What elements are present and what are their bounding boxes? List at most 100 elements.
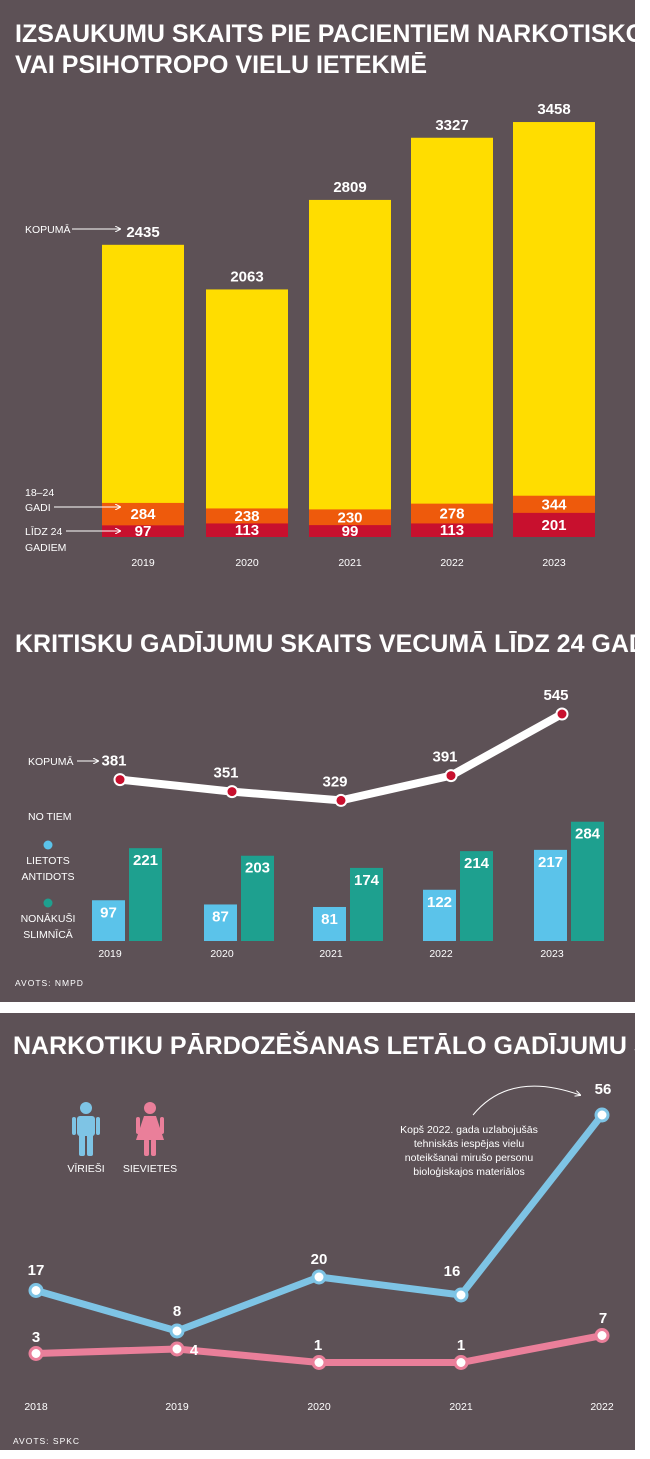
annotation-line3: noteikšanai mirušo personu: [405, 1152, 534, 1164]
bar-died-2019: [129, 848, 162, 941]
annotation-line4: bioloģiskajos materiālos: [413, 1165, 524, 1178]
men-point-2022: [594, 1107, 610, 1123]
total-point-2020: [225, 785, 239, 799]
bar-antidote-2020: [204, 904, 237, 941]
total-label-2023: 545: [543, 687, 568, 704]
men-point-2021: [453, 1287, 469, 1303]
x-tick-c3-2021: 2021: [449, 1401, 473, 1413]
men-label-2021: 16: [444, 1263, 461, 1280]
label-died-2023: 284: [575, 826, 601, 843]
legend-died-dot: [43, 898, 53, 908]
label-total-2022: 3327: [435, 117, 468, 134]
label-died-2020: 203: [245, 860, 270, 877]
bar-under24-2022: [411, 523, 493, 537]
x-tick-c2-2021: 2021: [319, 948, 343, 960]
women-label-2018: 3: [32, 1329, 40, 1346]
bar-antidote-2021: [313, 906, 346, 941]
chart1-label-18-24-line2: GADI: [25, 502, 51, 514]
x-tick-c3-2018: 2018: [24, 1401, 48, 1413]
label-total-2019: 2435: [126, 224, 159, 241]
x-tick-2020: 2020: [235, 557, 259, 569]
x-tick-2022: 2022: [440, 557, 464, 569]
label-died-2019: 221: [133, 852, 158, 869]
men-icon: [72, 1102, 100, 1156]
men-label-2019: 8: [173, 1303, 181, 1320]
women-icon: [136, 1102, 164, 1156]
legend-died-line1: NONĀKUŠI: [21, 912, 76, 925]
legend-antidote-dot: [43, 840, 53, 850]
annotation-line2: tehniskās iespējas vielu: [414, 1138, 524, 1150]
x-tick-c2-2023: 2023: [540, 948, 564, 960]
women-point-2018: [28, 1346, 44, 1361]
bar-under24-2023: [513, 512, 595, 537]
women-label-2019: 4: [190, 1342, 199, 1359]
bar-total-2022: [411, 137, 493, 537]
x-tick-c2-2022: 2022: [429, 948, 453, 960]
legend-died-line2: SLIMNĪCĀ: [23, 929, 73, 941]
annotation-arrow: [472, 1085, 580, 1116]
x-tick-2023: 2023: [542, 557, 566, 569]
chart2-source: AVOTS: NMPD: [15, 978, 84, 988]
men-point-2020: [311, 1269, 327, 1285]
bar-antidote-2023: [534, 849, 567, 941]
label-18-24-2020: 238: [234, 508, 259, 525]
chart1-label-18-24-line1: 18–24: [25, 487, 54, 499]
total-label-2022: 391: [432, 749, 457, 766]
men-point-2018: [28, 1283, 44, 1298]
bar-total-2019: [102, 244, 184, 538]
x-tick-c3-2019: 2019: [165, 1401, 189, 1413]
label-total-2021: 2809: [333, 179, 366, 196]
chart3-title: NARKOTIKU PĀRDOZĒŠANAS LETĀLO GADĪJUMU S…: [13, 1030, 650, 1060]
chart3-marks: 17 8 20 16 56 3 2018 4 2019 1 2020 1 2021 7 2022: [24, 1081, 614, 1413]
men-label-2022: 56: [595, 1081, 612, 1098]
chart2-label-total: KOPUMĀ: [28, 756, 74, 768]
label-under24-2023: 201: [541, 517, 566, 534]
bar-died-2020: [241, 855, 274, 941]
label-antidote-2021: 81: [321, 911, 338, 928]
bar-total-2021: [309, 199, 391, 538]
legend-men: VĪRIEŠI: [67, 1162, 104, 1175]
women-label-2020: 1: [314, 1337, 322, 1354]
label-died-2022: 214: [464, 855, 490, 872]
label-18-24-2022: 278: [439, 506, 464, 523]
total-point-2023: [555, 707, 569, 721]
label-under24-2022: 113: [440, 522, 464, 539]
total-label-2019: 381: [101, 753, 126, 770]
label-antidote-2019: 97: [100, 904, 117, 921]
women-point-2019: [169, 1341, 185, 1357]
annotation-line1: Kopš 2022. gada uzlabojušās: [400, 1124, 538, 1136]
men-label-2020: 20: [311, 1251, 328, 1268]
label-18-24-2019: 284: [130, 506, 156, 523]
bar-died-2022: [460, 851, 493, 941]
total-point-2022: [444, 769, 458, 783]
legend-antidote-line2: ANTIDOTS: [21, 871, 74, 883]
x-tick-2019: 2019: [131, 557, 155, 569]
bar-died-2023: [571, 821, 604, 941]
total-point-2019: [113, 773, 127, 787]
chart2-title: KRITISKU GADĪJUMU SKAITS VECUMĀ LĪDZ 24 …: [15, 630, 650, 658]
total-point-2021: [334, 793, 348, 807]
x-tick-c3-2022: 2022: [590, 1401, 614, 1413]
legend-antidote-line1: LIETOTS: [26, 855, 70, 867]
legend-women: SIEVIETES: [123, 1163, 177, 1175]
label-antidote-2022: 122: [427, 894, 452, 911]
bar-antidote-2022: [423, 889, 456, 941]
women-point-2021: [453, 1355, 469, 1370]
bar-under24-2021: [309, 525, 391, 537]
chart1-label-total: KOPUMĀ: [25, 224, 71, 236]
chart1-bars: 2435284972019206323811320202809230992021…: [102, 101, 595, 569]
bar-total-2023: [513, 122, 595, 537]
women-point-2020: [311, 1355, 327, 1370]
label-total-2020: 2063: [230, 268, 263, 285]
x-tick-c2-2020: 2020: [210, 948, 234, 960]
total-label-2020: 351: [213, 765, 238, 782]
label-under24-2020: 113: [235, 522, 259, 539]
chart2-marks: 381 351 329 391 545 97 221 2019 87 203 2020 81 174 20…: [92, 687, 604, 960]
label-total-2023: 3458: [537, 101, 570, 118]
women-label-2021: 1: [457, 1337, 465, 1354]
men-label-2018: 17: [28, 1262, 45, 1279]
bar-under24-2020: [206, 523, 288, 537]
chart1-title-line2: VAI PSIHOTROPO VIELU IETEKMĒ: [15, 51, 427, 79]
label-18-24-2021: 230: [337, 509, 362, 526]
